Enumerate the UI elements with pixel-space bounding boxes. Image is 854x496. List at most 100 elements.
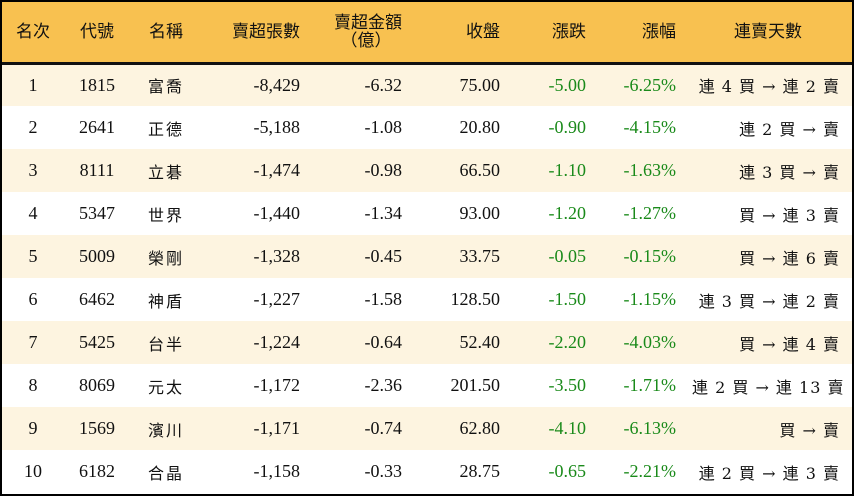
cell-rank: 1 (28, 74, 38, 95)
header-change-pct[interactable]: 漲幅 (594, 2, 684, 65)
cell-net-sell-amount: -0.45 (364, 246, 403, 266)
table-row[interactable]: 7 5425 台半 -1,224 -0.64 52.40 -2.20 -4.03… (2, 321, 852, 364)
cell-code[interactable]: 8069 (79, 375, 115, 395)
cell-code[interactable]: 5347 (79, 203, 115, 223)
header-close[interactable]: 收盤 (410, 2, 508, 65)
cell-net-sell-lots: -1,227 (253, 289, 301, 309)
cell-code[interactable]: 5009 (79, 246, 115, 266)
cell-rank: 10 (24, 461, 42, 481)
cell-change: -1.10 (548, 160, 587, 180)
cell-change: -0.65 (548, 461, 587, 481)
header-row: 名次 代號 名稱 賣超張數 賣超金額 （億） 收盤 漲跌 漲幅 連賣天數 (2, 2, 852, 65)
cell-name[interactable]: 正德 (147, 119, 184, 139)
cell-code[interactable]: 2641 (79, 117, 115, 137)
cell-close: 52.40 (459, 332, 501, 352)
cell-net-sell-lots: -8,429 (253, 74, 301, 95)
header-net-sell-amount-line1: 賣超金額 (334, 12, 402, 33)
header-net-sell-amount[interactable]: 賣超金額 （億） (308, 2, 410, 65)
cell-change: -1.20 (548, 203, 587, 223)
cell-name[interactable]: 榮剛 (147, 248, 184, 268)
table-row[interactable]: 6 6462 神盾 -1,227 -1.58 128.50 -1.50 -1.1… (2, 278, 852, 321)
cell-change: -2.20 (548, 332, 587, 352)
table-row[interactable]: 4 5347 世界 -1,440 -1.34 93.00 -1.20 -1.27… (2, 192, 852, 235)
cell-close: 128.50 (450, 289, 501, 309)
cell-net-sell-lots: -1,224 (253, 332, 301, 352)
cell-streak: 連 3 買 → 連 2 賣 (698, 291, 840, 311)
cell-streak: 買 → 連 4 賣 (739, 334, 840, 354)
cell-name[interactable]: 立碁 (147, 162, 184, 182)
cell-code[interactable]: 1815 (79, 74, 115, 95)
cell-change: -5.00 (548, 74, 587, 95)
cell-code[interactable]: 5425 (79, 332, 115, 352)
cell-change-pct: -4.03% (623, 332, 677, 352)
cell-name[interactable]: 富喬 (147, 77, 184, 97)
cell-close: 28.75 (459, 461, 501, 481)
cell-change-pct: -1.71% (623, 375, 677, 395)
cell-code[interactable]: 1569 (79, 418, 115, 438)
cell-close: 93.00 (459, 203, 501, 223)
cell-net-sell-amount: -2.36 (364, 375, 403, 395)
cell-change: -1.50 (548, 289, 587, 309)
cell-name[interactable]: 合晶 (147, 463, 184, 483)
cell-streak: 連 2 買 → 賣 (739, 119, 840, 139)
cell-net-sell-lots: -1,474 (253, 160, 301, 180)
cell-name[interactable]: 神盾 (147, 291, 184, 311)
cell-streak: 買 → 連 3 賣 (739, 205, 840, 225)
cell-net-sell-lots: -1,158 (253, 461, 301, 481)
cell-change-pct: -1.63% (623, 160, 677, 180)
cell-rank: 6 (28, 289, 38, 309)
cell-change-pct: -2.21% (623, 461, 677, 481)
cell-streak: 連 4 買 → 連 2 賣 (698, 77, 840, 97)
cell-net-sell-lots: -5,188 (253, 117, 301, 137)
cell-code[interactable]: 8111 (79, 160, 115, 180)
table-row[interactable]: 9 1569 濱川 -1,171 -0.74 62.80 -4.10 -6.13… (2, 407, 852, 450)
cell-change-pct: -4.15% (623, 117, 677, 137)
header-streak[interactable]: 連賣天數 (684, 2, 852, 65)
cell-change: -0.05 (548, 246, 587, 266)
cell-streak: 連 2 買 → 連 3 賣 (698, 463, 840, 483)
cell-name[interactable]: 台半 (147, 334, 184, 354)
table-row[interactable]: 2 2641 正德 -5,188 -1.08 20.80 -0.90 -4.15… (2, 106, 852, 149)
cell-rank: 2 (28, 117, 38, 137)
table-body: 1 1815 富喬 -8,429 -6.32 75.00 -5.00 -6.25… (2, 63, 852, 493)
cell-name[interactable]: 元太 (147, 377, 184, 397)
cell-code[interactable]: 6462 (79, 289, 115, 309)
cell-close: 20.80 (459, 117, 501, 137)
cell-rank: 4 (28, 203, 38, 223)
cell-change-pct: -6.25% (623, 74, 677, 95)
cell-code[interactable]: 6182 (79, 461, 115, 481)
header-code[interactable]: 代號 (64, 2, 130, 65)
header-rank[interactable]: 名次 (2, 2, 64, 65)
cell-streak: 連 3 買 → 賣 (739, 162, 840, 182)
cell-name[interactable]: 世界 (147, 205, 184, 225)
cell-net-sell-lots: -1,172 (253, 375, 301, 395)
table-row[interactable]: 1 1815 富喬 -8,429 -6.32 75.00 -5.00 -6.25… (2, 63, 852, 106)
header-net-sell-amount-line2: （億） (340, 30, 392, 51)
header-change[interactable]: 漲跌 (508, 2, 594, 65)
cell-rank: 7 (28, 332, 38, 352)
cell-change: -3.50 (548, 375, 587, 395)
cell-streak: 連 2 買 → 連 13 賣 (692, 377, 845, 397)
table-row[interactable]: 5 5009 榮剛 -1,328 -0.45 33.75 -0.05 -0.15… (2, 235, 852, 278)
cell-change-pct: -1.27% (623, 203, 677, 223)
cell-net-sell-amount: -0.98 (364, 160, 403, 180)
header-net-sell-lots[interactable]: 賣超張數 (202, 2, 308, 65)
table-row[interactable]: 3 8111 立碁 -1,474 -0.98 66.50 -1.10 -1.63… (2, 149, 852, 192)
cell-change-pct: -1.15% (623, 289, 677, 309)
cell-streak: 買 → 賣 (779, 420, 840, 440)
cell-net-sell-amount: -1.34 (364, 203, 403, 223)
table-row[interactable]: 8 8069 元太 -1,172 -2.36 201.50 -3.50 -1.7… (2, 364, 852, 407)
cell-close: 66.50 (459, 160, 501, 180)
cell-close: 75.00 (459, 74, 501, 95)
cell-streak: 買 → 連 6 賣 (739, 248, 840, 268)
cell-change: -0.90 (548, 117, 587, 137)
cell-net-sell-amount: -0.74 (364, 418, 403, 438)
header-name[interactable]: 名稱 (130, 2, 202, 65)
table-row[interactable]: 10 6182 合晶 -1,158 -0.33 28.75 -0.65 -2.2… (2, 450, 852, 493)
cell-net-sell-amount: -6.32 (364, 74, 403, 95)
cell-rank: 3 (28, 160, 38, 180)
cell-name[interactable]: 濱川 (147, 420, 184, 440)
cell-net-sell-lots: -1,328 (253, 246, 301, 266)
